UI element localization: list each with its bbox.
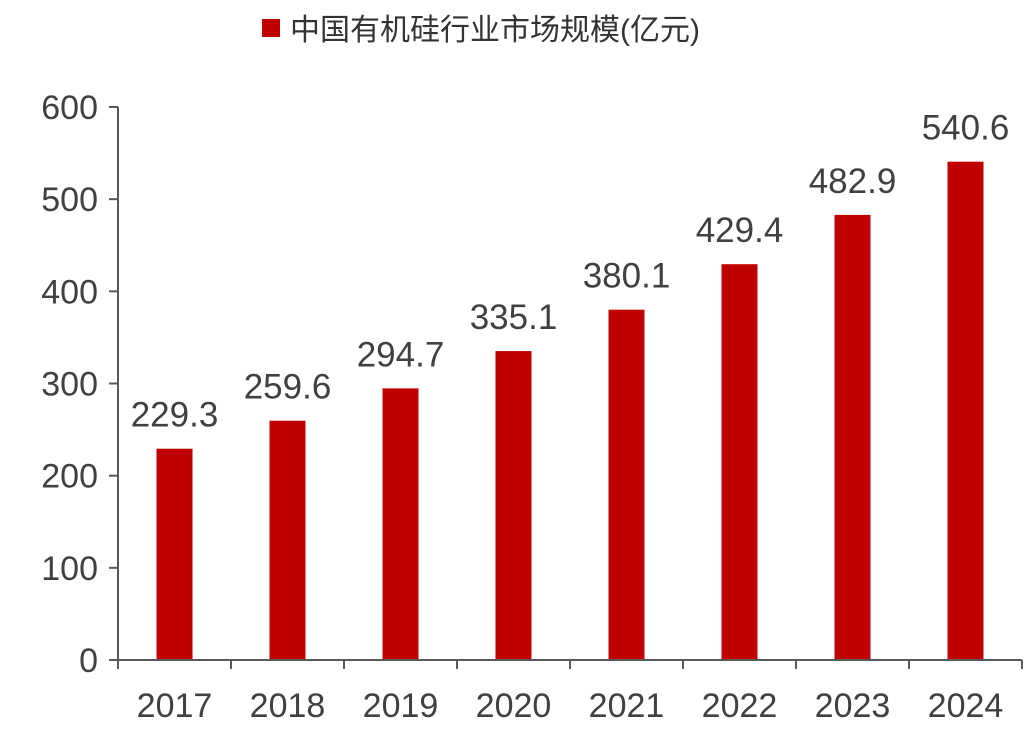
data-label-2020: 335.1 [470, 298, 558, 337]
x-tick-label-2018: 2018 [250, 687, 326, 725]
x-tick-label-2022: 2022 [702, 687, 778, 725]
data-label-2017: 229.3 [131, 396, 219, 435]
legend-label: 中国有机硅行业市场规模(亿元) [290, 14, 700, 47]
data-label-2023: 482.9 [809, 162, 897, 201]
data-label-2018: 259.6 [244, 368, 332, 407]
bar-2023 [834, 214, 871, 660]
y-tick-label-200: 200 [41, 458, 98, 496]
chart-legend: 中国有机硅行业市场规模(亿元) [262, 14, 700, 47]
data-label-2024: 540.6 [922, 109, 1010, 148]
x-tick-label-2020: 2020 [476, 687, 552, 725]
bar-2020 [495, 351, 532, 660]
y-tick-label-500: 500 [41, 181, 98, 219]
bars-group [156, 161, 984, 660]
bar-2017 [156, 448, 193, 660]
data-labels-group: 229.3 259.6 294.7 335.1 380.1 429.4 482.9 540.6 [131, 109, 1010, 435]
y-tick-label-0: 0 [79, 642, 98, 680]
x-tick-label-2024: 2024 [928, 687, 1004, 725]
y-tick-label-600: 600 [41, 89, 98, 127]
legend-swatch [262, 19, 280, 37]
y-axis: 0 100 200 300 400 500 600 [41, 89, 119, 680]
bar-2018 [269, 420, 306, 660]
y-tick-label-100: 100 [41, 550, 98, 588]
bar-2019 [382, 388, 419, 660]
data-label-2021: 380.1 [583, 257, 671, 296]
x-tick-label-2023: 2023 [815, 687, 891, 725]
x-tick-label-2019: 2019 [363, 687, 439, 725]
y-tick-label-300: 300 [41, 366, 98, 404]
x-axis: 2017 2018 2019 2020 2021 2022 2023 2024 [117, 659, 1023, 725]
bar-2024 [947, 161, 984, 660]
x-tick-label-2017: 2017 [137, 687, 213, 725]
bar-2021 [608, 309, 645, 660]
data-label-2022: 429.4 [696, 211, 784, 250]
y-tick-label-400: 400 [41, 273, 98, 311]
data-label-2019: 294.7 [357, 335, 445, 374]
x-tick-label-2021: 2021 [589, 687, 665, 725]
bar-2022 [721, 264, 758, 660]
